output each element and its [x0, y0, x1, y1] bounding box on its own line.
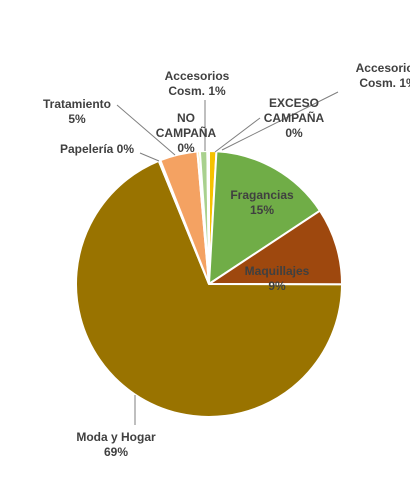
data-label-4: Papelería 0% [60, 142, 134, 156]
leader-line-5 [116, 104, 176, 156]
data-label-6: NO CAMPAÑA 0% [156, 111, 217, 155]
pie-slice-3 [75, 159, 344, 418]
leader-line-0 [221, 91, 339, 151]
data-label-5: Tratamiento 5% [43, 97, 111, 126]
data-label-2: Maquillajes 9% [245, 264, 310, 293]
data-label-7: Accesorios Cosm. 1% [165, 69, 230, 98]
data-label-3: Moda y Hogar 69% [76, 430, 156, 459]
leader-line-4 [139, 152, 160, 162]
leader-line-8 [214, 117, 261, 153]
pie-slice-1 [207, 150, 322, 286]
data-label-1: Fragancias 15% [230, 188, 294, 217]
data-label-8: EXCESO CAMPAÑA 0% [264, 96, 325, 140]
pie-slice-8 [206, 149, 210, 285]
pie-slice-2 [205, 209, 343, 286]
leader-lines [116, 91, 339, 425]
pie-slices [75, 149, 344, 418]
